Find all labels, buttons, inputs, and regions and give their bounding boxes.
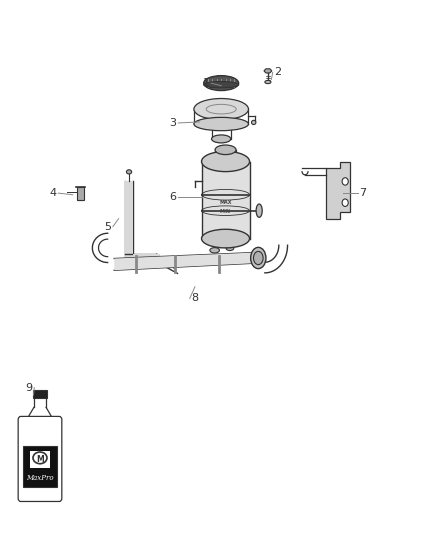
Ellipse shape [210, 248, 219, 253]
Text: MIN: MIN [220, 209, 231, 214]
Ellipse shape [194, 117, 248, 131]
Ellipse shape [251, 120, 256, 125]
Text: 3: 3 [170, 118, 177, 128]
Text: M: M [36, 455, 44, 464]
Text: 1: 1 [202, 78, 209, 88]
Ellipse shape [204, 82, 239, 88]
Ellipse shape [127, 169, 132, 174]
Ellipse shape [212, 135, 231, 143]
Ellipse shape [204, 76, 239, 91]
Ellipse shape [194, 99, 248, 120]
Text: MaxPro: MaxPro [26, 474, 54, 482]
Polygon shape [264, 69, 272, 73]
Bar [24, 417, 56, 423]
FancyBboxPatch shape [18, 416, 62, 502]
Bar [23, 446, 57, 487]
Ellipse shape [265, 80, 271, 84]
Ellipse shape [254, 252, 263, 265]
Text: 7: 7 [360, 188, 367, 198]
Text: 2: 2 [274, 68, 282, 77]
Bar [32, 390, 47, 398]
Bar [133, 254, 160, 264]
Text: 8: 8 [191, 293, 198, 303]
Ellipse shape [226, 246, 234, 251]
Ellipse shape [201, 151, 250, 172]
Text: 5: 5 [104, 222, 111, 232]
Ellipse shape [342, 177, 348, 185]
Ellipse shape [215, 145, 236, 155]
Ellipse shape [201, 229, 250, 248]
Polygon shape [326, 163, 350, 219]
Bar [201, 161, 250, 239]
Bar [125, 181, 133, 264]
Ellipse shape [251, 247, 266, 269]
Text: 9: 9 [25, 383, 33, 393]
Ellipse shape [342, 199, 348, 206]
Ellipse shape [256, 204, 262, 217]
Polygon shape [114, 253, 252, 270]
Text: 4: 4 [49, 188, 57, 198]
Text: MAX: MAX [219, 200, 232, 205]
Text: 6: 6 [170, 192, 177, 203]
Bar [30, 451, 49, 469]
FancyBboxPatch shape [77, 187, 84, 200]
